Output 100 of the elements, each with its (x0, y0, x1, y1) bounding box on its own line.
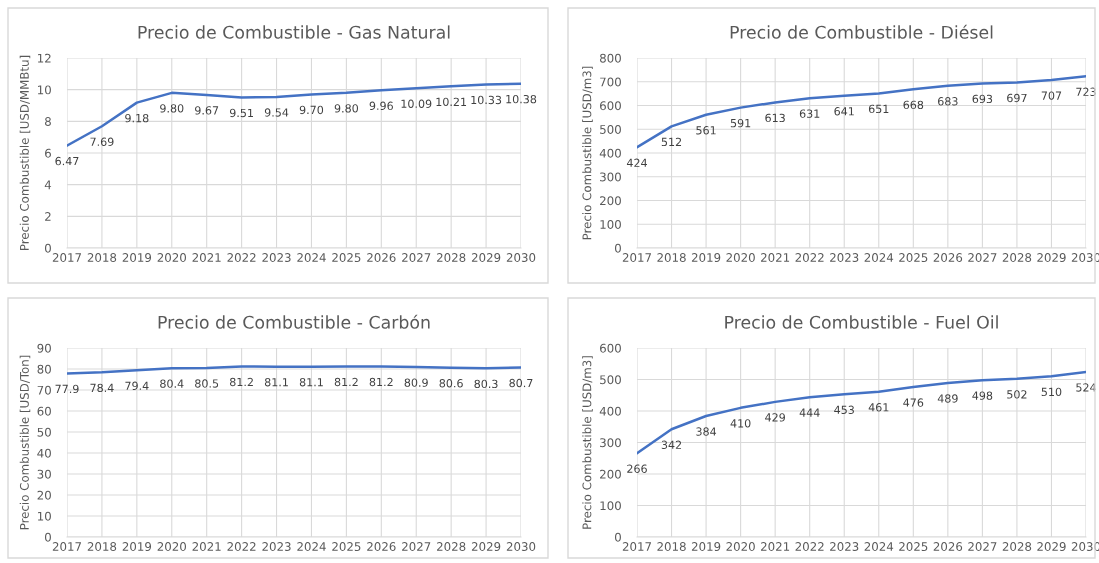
data-label: 79.4 (125, 381, 149, 390)
data-label: 498 (972, 391, 993, 400)
x-tick-label: 2017 (52, 542, 82, 551)
data-label: 591 (730, 118, 751, 128)
x-tick-label: 2022 (795, 542, 824, 551)
data-label: 9.80 (160, 104, 184, 113)
y-tick-label: 600 (600, 343, 621, 353)
x-tick-label: 2018 (657, 253, 686, 262)
x-tick-label: 2026 (933, 542, 963, 551)
data-label: 81.2 (369, 377, 393, 387)
y-tick-label: 8 (45, 117, 51, 126)
y-tick-label: 0 (614, 532, 621, 542)
x-tick-label: 2017 (622, 253, 652, 262)
x-tick-label: 2018 (657, 542, 686, 551)
y-tick-label: 70 (37, 385, 51, 395)
x-tick-label: 2021 (761, 253, 790, 262)
data-label: 78.4 (90, 383, 114, 393)
data-label: 444 (799, 408, 820, 417)
x-tick-label: 2028 (1002, 542, 1032, 551)
data-label: 668 (903, 100, 924, 110)
x-tick-label: 2029 (1037, 542, 1066, 551)
x-tick-label: 2020 (157, 253, 187, 262)
data-label: 9.70 (299, 105, 324, 115)
data-label: 9.80 (334, 104, 359, 113)
x-tick-label: 2024 (297, 542, 326, 551)
y-tick-label: 0 (44, 532, 51, 542)
x-tick-label: 2029 (471, 253, 501, 262)
line-series (67, 365, 521, 375)
x-tick-label: 2029 (1037, 253, 1066, 262)
chart-title: Precio de Combustible - Diésel (730, 24, 993, 39)
data-label: 429 (765, 413, 785, 422)
data-label: 10.33 (471, 95, 502, 105)
y-tick-label: 100 (600, 219, 621, 229)
y-tick-label: 90 (37, 343, 51, 353)
x-tick-label: 2024 (864, 542, 894, 551)
x-tick-label: 2019 (691, 253, 721, 262)
data-label: 697 (1007, 93, 1027, 103)
y-tick-label: 300 (600, 172, 621, 182)
x-tick-label: 2021 (192, 542, 221, 551)
x-tick-label: 2025 (899, 253, 928, 262)
x-tick-label: 2017 (52, 253, 82, 262)
data-label: 266 (627, 464, 647, 473)
x-tick-label: 2028 (437, 253, 466, 262)
x-tick-label: 2026 (933, 253, 963, 262)
x-tick-label: 2020 (726, 253, 755, 262)
data-label: 502 (1007, 390, 1027, 399)
y-tick-label: 40 (37, 448, 51, 458)
data-label: 693 (972, 94, 993, 104)
data-label: 80.3 (474, 379, 498, 389)
y-tick-label: 30 (37, 469, 51, 479)
data-label: 424 (626, 158, 647, 167)
data-label: 81.1 (264, 378, 288, 387)
y-tick-label: 0 (44, 243, 51, 253)
y-tick-label: 60 (37, 406, 51, 416)
x-tick-label: 2028 (1002, 253, 1032, 262)
y-axis-title: Precio Combustible [USD/Ton] (19, 355, 31, 530)
x-tick-label: 2025 (332, 542, 361, 551)
y-tick-label: 6 (45, 148, 51, 158)
x-tick-label: 2021 (192, 253, 221, 262)
x-tick-label: 2024 (864, 253, 894, 262)
x-tick-label: 2026 (367, 253, 396, 262)
data-label: 631 (799, 109, 820, 118)
chart-title: Precio de Combustible - Carbón (158, 314, 430, 329)
x-tick-label: 2027 (402, 542, 431, 551)
x-tick-label: 2021 (761, 542, 790, 551)
y-axis-title: Precio Combustible [USD/m3] (582, 66, 593, 240)
data-label: 9.51 (229, 108, 253, 118)
data-label: 707 (1041, 91, 1062, 100)
x-tick-label: 2025 (332, 253, 361, 262)
x-tick-label: 2018 (87, 253, 117, 262)
x-tick-label: 2023 (830, 542, 859, 551)
x-tick-label: 2022 (227, 542, 256, 551)
x-tick-label: 2018 (87, 542, 117, 551)
y-tick-label: 50 (37, 427, 51, 437)
chart-title: Precio de Combustible - Fuel Oil (725, 315, 998, 329)
y-tick-label: 300 (600, 438, 621, 448)
x-tick-label: 2025 (899, 542, 928, 551)
data-label: 683 (938, 97, 958, 106)
y-tick-label: 10 (38, 85, 51, 95)
x-tick-label: 2026 (367, 542, 396, 551)
x-tick-label: 2019 (122, 542, 152, 551)
data-label: 524 (1076, 383, 1096, 392)
data-label: 10.09 (401, 99, 432, 108)
x-tick-label: 2019 (122, 253, 152, 262)
x-tick-label: 2029 (471, 542, 501, 551)
x-tick-label: 2028 (437, 542, 466, 551)
data-label: 342 (661, 440, 682, 449)
data-label: 9.96 (369, 101, 393, 111)
y-tick-label: 100 (600, 501, 621, 511)
x-tick-label: 2019 (691, 542, 721, 551)
data-label: 9.67 (195, 106, 219, 115)
y-tick-label: 700 (600, 77, 621, 87)
data-label: 641 (834, 107, 854, 116)
y-tick-label: 500 (600, 375, 621, 385)
x-tick-label: 2017 (622, 542, 652, 551)
y-tick-label: 500 (600, 124, 621, 134)
x-tick-label: 2022 (795, 253, 824, 262)
data-label: 489 (937, 394, 958, 403)
y-tick-label: 20 (37, 490, 51, 500)
x-tick-label: 2027 (968, 253, 997, 262)
